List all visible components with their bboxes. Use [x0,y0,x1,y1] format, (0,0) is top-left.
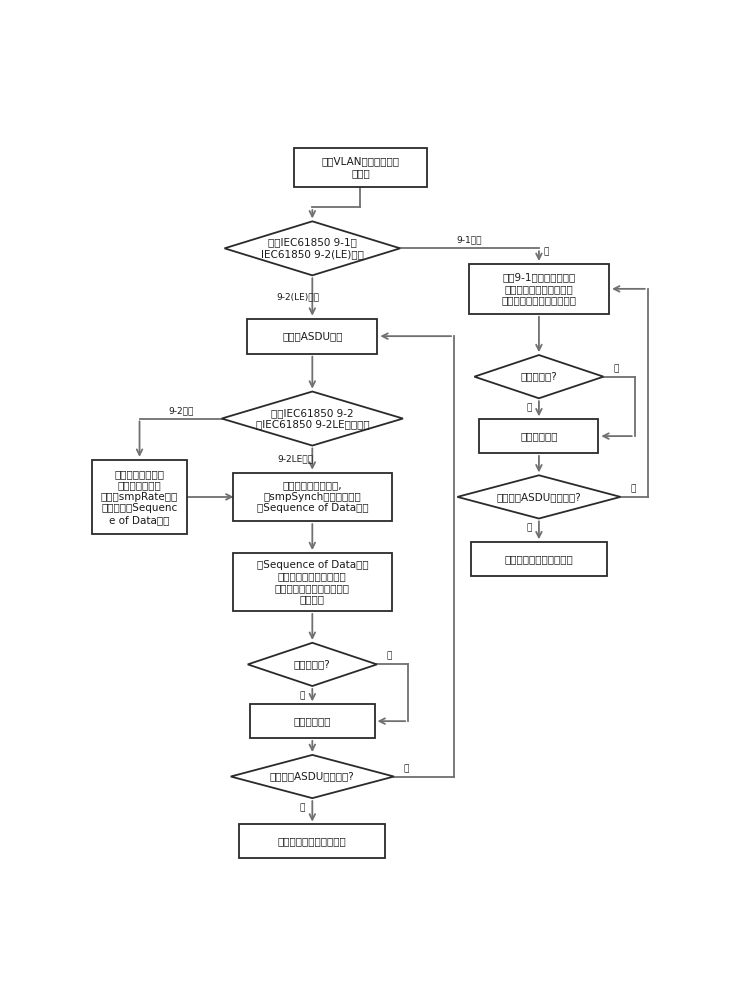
FancyBboxPatch shape [247,319,377,354]
Text: 根据9-1协议格式，读取
采样频率值，进行丢帧判
断，读取电压、电流采样值: 根据9-1协议格式，读取 采样频率值，进行丢帧判 断，读取电压、电流采样值 [501,272,577,305]
Text: 否: 否 [613,364,618,373]
Text: 是否达到ASDU最大数目?: 是否达到ASDU最大数目? [496,492,581,502]
Text: 否: 否 [404,764,409,773]
Text: 是: 是 [300,691,305,700]
Text: 9-2LE协议: 9-2LE协议 [277,455,314,464]
Text: 过程层采样报文解析结束: 过程层采样报文解析结束 [278,836,346,846]
Text: 否: 否 [543,247,548,256]
FancyBboxPatch shape [250,704,374,738]
Text: 是否有丢帧?: 是否有丢帧? [294,659,330,669]
Text: 9-2协议: 9-2协议 [168,406,193,415]
Text: 进行IEC61850 9-1和
IEC61850 9-2(LE)识别: 进行IEC61850 9-1和 IEC61850 9-2(LE)识别 [261,238,364,259]
FancyBboxPatch shape [480,419,599,453]
FancyBboxPatch shape [294,148,427,187]
Text: 丢帧补偿算法: 丢帧补偿算法 [520,431,558,441]
Polygon shape [474,355,604,398]
FancyBboxPatch shape [469,264,609,314]
Polygon shape [224,221,400,275]
FancyBboxPatch shape [471,542,607,576]
Text: 丢帧补偿算法: 丢帧补偿算法 [294,716,331,726]
Text: 是否达到ASDU最大数目?: 是否达到ASDU最大数目? [270,772,355,782]
Text: 是: 是 [526,523,531,532]
Text: 否: 否 [387,652,392,661]
Text: 9-2(LE)协议: 9-2(LE)协议 [276,292,319,301]
Text: 读取采样序列编号值,
从smpSynch标识后开始搜
索Sequence of Data标识: 读取采样序列编号值, 从smpSynch标识后开始搜 索Sequence of … [257,480,368,513]
Polygon shape [231,755,394,798]
Text: 是: 是 [300,803,305,812]
FancyBboxPatch shape [233,553,392,611]
Text: 进行VLAN标识长度自适
应处理: 进行VLAN标识长度自适 应处理 [322,156,399,178]
Text: 进行IEC61850 9-2
和IEC61850 9-2LE协议识别: 进行IEC61850 9-2 和IEC61850 9-2LE协议识别 [256,408,369,429]
FancyBboxPatch shape [239,824,385,858]
Text: 读取采样频率值，
及采样序列编号
值，从smpRate标识
后开始搜索Sequenc
e of Data标识: 读取采样频率值， 及采样序列编号 值，从smpRate标识 后开始搜索Seque… [101,469,178,525]
FancyBboxPatch shape [233,473,392,521]
Text: 否: 否 [630,484,636,493]
Text: 是否有丢帧?: 是否有丢帧? [520,372,557,382]
Text: 9-1协议: 9-1协议 [457,236,482,245]
Text: 解析出ASDU数目: 解析出ASDU数目 [282,331,343,341]
FancyBboxPatch shape [92,460,187,534]
Text: 是: 是 [526,403,531,412]
Polygon shape [458,475,621,519]
Text: 从Sequence of Data标识
后，读取电压、电流采样
值，根据采样序列编号进行
丢帧判断: 从Sequence of Data标识 后，读取电压、电流采样 值，根据采样序列… [257,560,368,604]
Polygon shape [221,392,403,446]
Polygon shape [248,643,377,686]
Text: 过程层采样报文解析结束: 过程层采样报文解析结束 [504,554,573,564]
